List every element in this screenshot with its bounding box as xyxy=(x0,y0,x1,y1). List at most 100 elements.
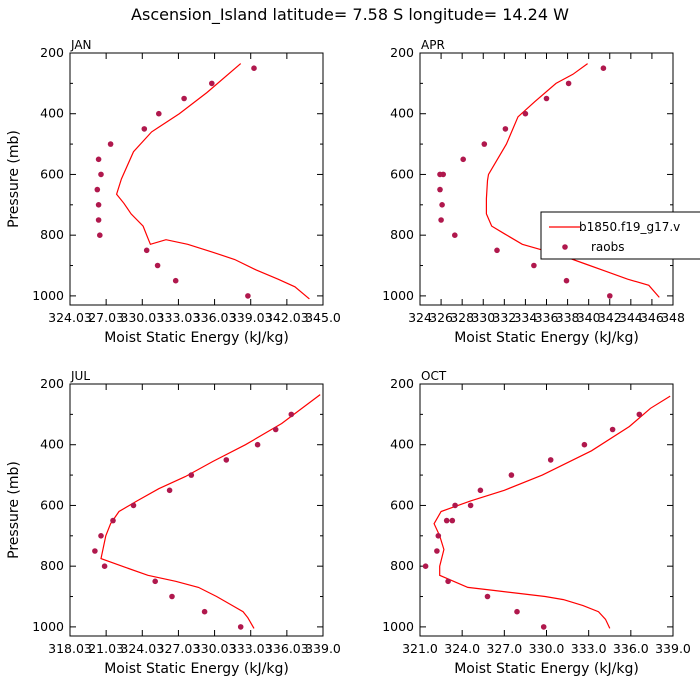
raobs-point xyxy=(440,171,447,178)
raobs-point xyxy=(130,502,137,509)
model-series-line xyxy=(485,63,660,298)
y-tick-label: 400 xyxy=(40,437,64,452)
panel-label: APR xyxy=(421,38,445,52)
x-tick-label: 330.03 xyxy=(120,310,164,325)
y-tick-label: 600 xyxy=(390,497,414,512)
model-series-line xyxy=(100,394,321,629)
raobs-point xyxy=(636,411,643,418)
raobs-point xyxy=(609,426,616,433)
raobs-point xyxy=(502,126,509,132)
raobs-point xyxy=(435,533,442,539)
x-tick-label: 342.03 xyxy=(265,310,309,325)
x-tick-label: 344 xyxy=(619,310,643,325)
x-tick-label: 339.03 xyxy=(229,310,273,325)
raobs-point xyxy=(223,457,230,463)
raobs-point xyxy=(522,110,529,117)
y-axis-label: Pressure (mb) xyxy=(6,461,22,559)
model-series-line xyxy=(433,395,671,629)
x-tick-label: 333.03 xyxy=(157,310,201,325)
raobs-point xyxy=(543,95,550,102)
raobs-point xyxy=(514,608,520,615)
raobs-point xyxy=(209,80,215,87)
x-axis-label: Moist Static Energy (kJ/kg) xyxy=(104,661,289,677)
legend-model-label: b1850.f19_g17.v xyxy=(579,220,680,234)
x-tick-label: 324.03 xyxy=(120,641,164,656)
raobs-point xyxy=(110,517,116,524)
raobs-point xyxy=(445,578,451,585)
raobs-point xyxy=(563,277,570,284)
x-tick-label: 330.0 xyxy=(529,641,565,656)
x-tick-label: 336.0 xyxy=(613,641,649,656)
panel-label: JUL xyxy=(70,369,90,383)
raobs-point xyxy=(254,441,261,448)
x-tick-label: 330.03 xyxy=(193,641,237,656)
raobs-point xyxy=(272,426,279,433)
raobs-point xyxy=(92,548,98,554)
raobs-point xyxy=(540,624,547,630)
panel-jan: JAN 200 400 600 800 1000 324.0327.03330.03333.… xyxy=(6,38,341,346)
raobs-point xyxy=(600,65,607,71)
raobs-point xyxy=(467,502,474,509)
raobs-point xyxy=(438,217,444,223)
x-tick-label: 330 xyxy=(471,310,495,325)
raobs-point xyxy=(141,126,148,132)
raobs-point xyxy=(565,80,572,87)
x-tick-label: 339.0 xyxy=(655,641,691,656)
plot-frame xyxy=(69,383,324,637)
y-tick-label: 200 xyxy=(40,45,64,60)
x-tick-label: 21.03 xyxy=(88,641,124,656)
raobs-point xyxy=(508,472,515,478)
y-tick-label: 400 xyxy=(390,437,414,452)
raobs-point xyxy=(531,262,537,269)
plot-frame xyxy=(419,52,674,306)
legend-raobs-swatch xyxy=(562,244,568,250)
raobs-point xyxy=(251,65,257,71)
raobs-point xyxy=(449,517,456,524)
y-tick-label: 200 xyxy=(390,376,414,391)
y-tick-label: 400 xyxy=(390,106,414,121)
panel-label: JAN xyxy=(70,38,92,52)
raobs-point xyxy=(172,277,179,284)
raobs-point xyxy=(422,563,429,569)
x-tick-label: 336.03 xyxy=(193,310,237,325)
raobs-point xyxy=(169,593,175,600)
raobs-point xyxy=(154,262,161,269)
y-tick-label: 800 xyxy=(40,227,64,242)
raobs-point xyxy=(460,156,467,163)
raobs-point xyxy=(95,156,102,163)
x-tick-label: 324.03 xyxy=(48,310,92,325)
panel-label: OCT xyxy=(421,369,447,383)
x-tick-label: 326 xyxy=(429,310,453,325)
y-tick-label: 1000 xyxy=(382,619,414,634)
x-tick-label: 327.03 xyxy=(157,641,201,656)
legend-box xyxy=(540,211,700,260)
x-tick-label: 318.03 xyxy=(48,641,92,656)
panel-oct: OCT 200 400 600 800 1000 321.0 324.0 327.0 330.0 3… xyxy=(382,369,691,677)
raobs-point xyxy=(181,95,187,102)
y-tick-label: 1000 xyxy=(32,288,64,303)
raobs-point xyxy=(437,186,443,193)
y-tick-label: 600 xyxy=(40,497,64,512)
raobs-point xyxy=(237,624,244,630)
x-tick-label: 327.0 xyxy=(486,641,522,656)
raobs-point xyxy=(98,171,104,178)
raobs-point xyxy=(245,293,251,299)
x-tick-label: 336.03 xyxy=(265,641,309,656)
panel-jul: JUL 200 400 600 800 1000 318.0321.03324.03327.… xyxy=(6,369,341,677)
x-tick-label: 332 xyxy=(492,310,516,325)
raobs-point xyxy=(547,457,554,463)
raobs-point xyxy=(288,411,295,418)
x-tick-label: 333.03 xyxy=(229,641,273,656)
raobs-point xyxy=(95,217,102,223)
x-axis-label: Moist Static Energy (kJ/kg) xyxy=(104,330,289,346)
x-tick-label: 333.0 xyxy=(571,641,607,656)
raobs-point xyxy=(98,533,104,539)
y-axis-label: Pressure (mb) xyxy=(6,130,22,228)
x-tick-label: 342 xyxy=(598,310,622,325)
legend-raobs-label: raobs xyxy=(591,240,625,254)
y-tick-label: 800 xyxy=(390,558,414,573)
x-tick-label: 324 xyxy=(408,310,432,325)
raobs-point xyxy=(434,548,440,554)
panels-group: JAN2004006008001000324.0327.03330.03333.… xyxy=(6,38,691,677)
